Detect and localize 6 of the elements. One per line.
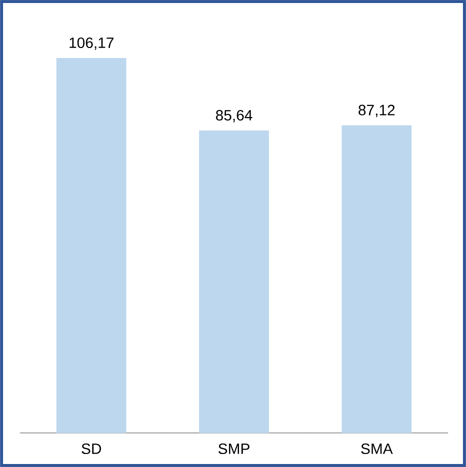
x-tick-label: SMA (361, 443, 393, 454)
x-tick-label: SMP (218, 443, 250, 454)
x-tick-label: SD (82, 443, 102, 454)
data-label: 87,12 (358, 104, 395, 118)
data-label: 85,64 (216, 110, 252, 122)
data-label: 106,17 (70, 37, 114, 50)
